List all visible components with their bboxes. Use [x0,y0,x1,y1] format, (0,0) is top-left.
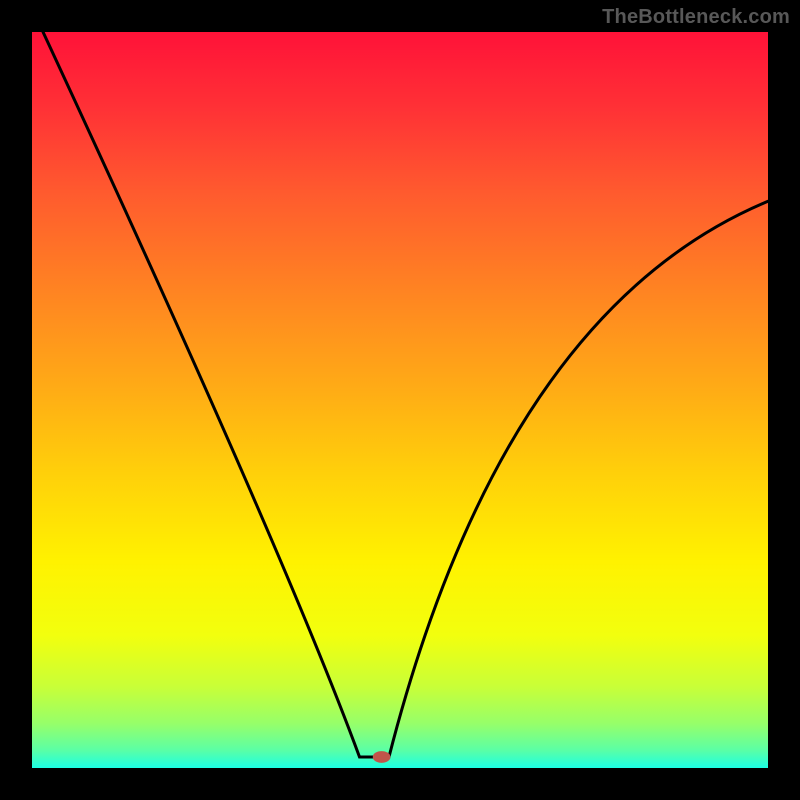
chart-plot-area [32,32,768,768]
valley-marker [373,751,391,763]
attribution-text: TheBottleneck.com [602,6,790,29]
bottleneck-curve [32,32,768,768]
